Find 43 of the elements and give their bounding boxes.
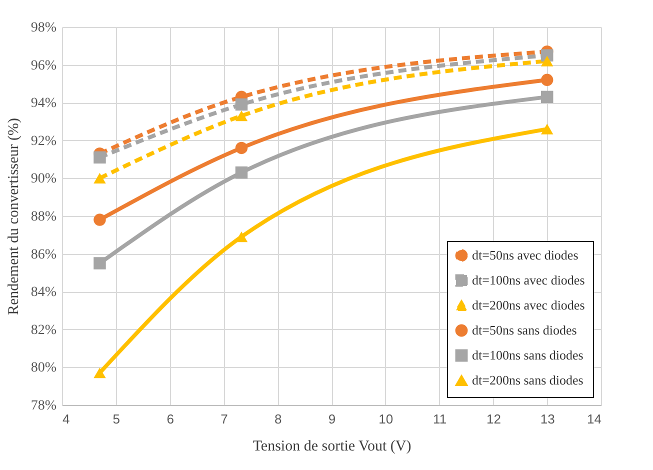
x-tick-label: 14: [587, 412, 602, 426]
y-tick-label: 94%: [30, 96, 57, 112]
y-tick-label: 92%: [30, 134, 57, 149]
y-tick-label: 86%: [30, 247, 57, 262]
legend-label: dt=200ns avec diodes: [472, 298, 585, 312]
legend-label: dt=50ns sans diodes: [472, 322, 577, 338]
y-tick-label: 88%: [30, 210, 57, 224]
legend-label: dt=50ns avec diodes: [472, 248, 578, 262]
y-tick-label: 78%: [30, 398, 57, 414]
y-axis-title: Rendement du convertisseur (%): [6, 118, 22, 316]
point: [94, 172, 106, 184]
point: [94, 257, 106, 270]
point: [235, 98, 248, 111]
x-tick-label: 9: [328, 412, 336, 426]
x-tick-label: 10: [378, 412, 394, 426]
point: [540, 56, 554, 66]
x-tick-label: 7: [220, 412, 228, 426]
point: [235, 166, 248, 179]
point: [235, 110, 248, 122]
x-tick-label: 5: [112, 412, 120, 426]
x-tick-label: 13: [540, 412, 555, 426]
point: [540, 124, 554, 134]
x-tick-label: 8: [274, 412, 282, 426]
x-tick-label: 11: [433, 412, 447, 426]
point: [540, 90, 554, 104]
y-tick-label: 84%: [30, 285, 57, 300]
x-tick-label: 4: [62, 412, 70, 426]
y-tick-label: 96%: [30, 58, 57, 74]
legend-label: dt=100ns avec diodes: [472, 272, 585, 288]
point: [540, 74, 554, 86]
point: [94, 368, 106, 378]
x-tick-label: 6: [166, 412, 174, 426]
legend-label: dt=100ns sans diodes: [472, 348, 584, 362]
x-tick-label: 12: [486, 412, 501, 426]
legend-label: dt=200ns sans diodes: [472, 372, 584, 388]
y-tick-label: 90%: [30, 172, 57, 187]
y-tick-label: 98%: [30, 20, 57, 36]
point: [94, 214, 106, 226]
y-tick-label: 80%: [30, 360, 57, 376]
point: [94, 151, 106, 164]
x-axis-title: Tension de sortie Vout (V): [252, 438, 412, 454]
point: [235, 142, 248, 154]
y-tick-label: 82%: [30, 322, 57, 338]
